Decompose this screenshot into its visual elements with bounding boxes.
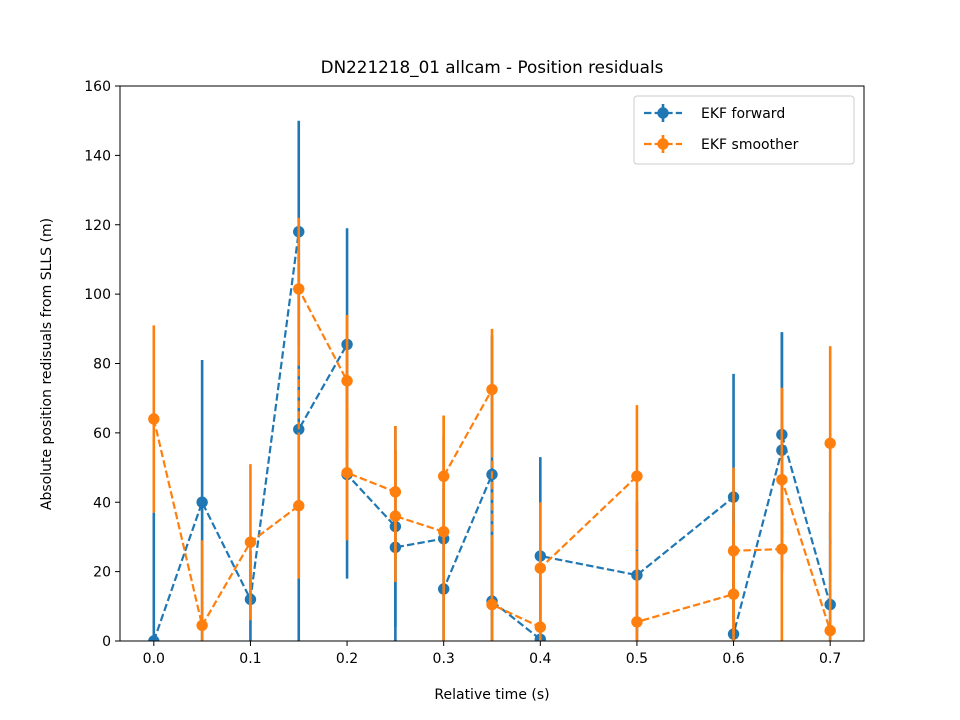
- data-point: [293, 423, 305, 436]
- data-point: [437, 526, 450, 538]
- data-point: [389, 510, 402, 522]
- series-1: [148, 217, 836, 641]
- y-tick-label: 160: [84, 79, 111, 95]
- data-point: [148, 413, 160, 425]
- legend-label: EKF smoother: [701, 137, 799, 153]
- data-point: [341, 467, 353, 479]
- data-point: [244, 536, 257, 548]
- x-tick-label: 0.4: [529, 651, 551, 667]
- legend-label: EKF forward: [701, 106, 785, 122]
- legend-marker: [657, 107, 669, 119]
- data-point: [437, 470, 450, 482]
- legend-item: EKF smoother: [644, 135, 799, 153]
- series-layer: [148, 120, 836, 641]
- data-point: [534, 621, 547, 633]
- y-tick-label: 0: [102, 634, 111, 650]
- y-tick-label: 60: [93, 426, 111, 442]
- data-point: [486, 383, 498, 396]
- x-tick-label: 0.7: [819, 651, 841, 667]
- data-point: [486, 598, 498, 611]
- y-tick-label: 120: [84, 218, 111, 234]
- y-tick-label: 20: [93, 565, 111, 581]
- data-point: [631, 616, 643, 628]
- data-point: [534, 562, 547, 574]
- data-point: [776, 474, 788, 486]
- y-tick-label: 80: [93, 357, 111, 373]
- data-point: [389, 486, 402, 498]
- data-point: [341, 375, 353, 387]
- data-point: [196, 496, 208, 508]
- data-point: [727, 588, 740, 600]
- legend-item: EKF forward: [644, 104, 785, 122]
- y-tick-label: 100: [84, 287, 111, 303]
- legend: EKF forward EKF smoother: [633, 95, 855, 165]
- data-point: [631, 470, 643, 482]
- y-tick-label: 40: [93, 495, 111, 511]
- chart-title: DN221218_01 allcam - Position residuals: [321, 57, 664, 78]
- data-point: [293, 283, 305, 295]
- x-tick-label: 0.0: [143, 651, 165, 667]
- x-tick-label: 0.6: [722, 651, 744, 667]
- x-axis-label: Relative time (s): [434, 687, 549, 703]
- data-point: [727, 545, 740, 557]
- data-point: [824, 624, 836, 637]
- data-point: [196, 619, 208, 632]
- x-tick-label: 0.3: [433, 651, 455, 667]
- x-tick-label: 0.1: [239, 651, 261, 667]
- data-point: [148, 635, 160, 641]
- y-tick-label: 140: [84, 148, 111, 164]
- x-tick-label: 0.5: [626, 651, 648, 667]
- y-axis-label: Absolute position redisuals from SLLS (m…: [39, 218, 55, 510]
- x-tick-label: 0.2: [336, 651, 358, 667]
- data-point: [776, 543, 788, 555]
- data-point: [824, 437, 836, 449]
- data-point: [293, 500, 305, 512]
- legend-marker: [657, 138, 669, 150]
- legend-box: [633, 95, 855, 165]
- axes-layer: 0.0 0.1 0.2 0.3 0.4 0.5 0.6 0.7 0 20 40 60 80 100 120 1…: [84, 79, 841, 667]
